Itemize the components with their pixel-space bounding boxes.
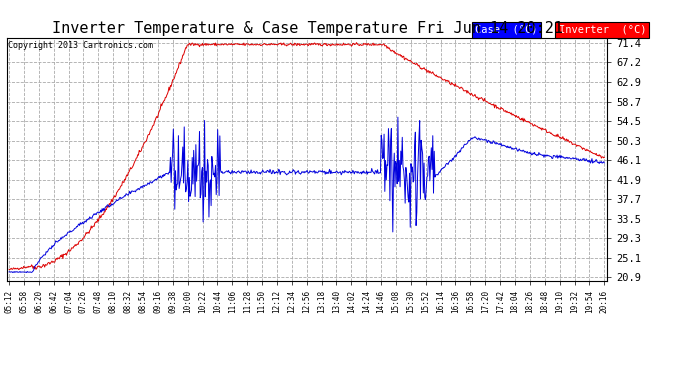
- Title: Inverter Temperature & Case Temperature Fri Jun 14 20:21: Inverter Temperature & Case Temperature …: [52, 21, 562, 36]
- Text: Case  (°C): Case (°C): [475, 25, 538, 35]
- Text: Copyright 2013 Cartronics.com: Copyright 2013 Cartronics.com: [8, 41, 153, 50]
- Text: Inverter  (°C): Inverter (°C): [559, 25, 646, 35]
